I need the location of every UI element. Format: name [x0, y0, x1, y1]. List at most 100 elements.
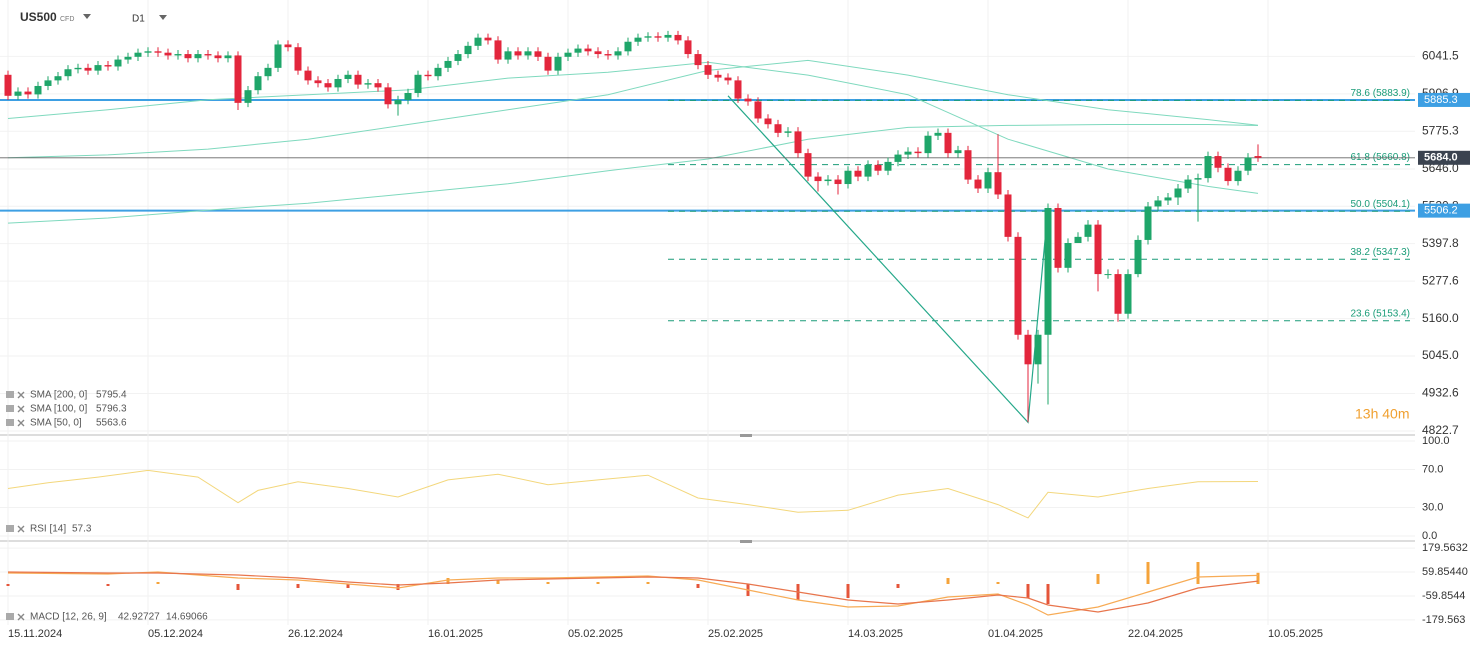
histogram-bar — [596, 582, 600, 584]
candle-body — [954, 150, 962, 154]
candle-body — [594, 51, 602, 55]
candle-body — [474, 37, 482, 46]
candle-body — [454, 54, 462, 61]
candle-body — [204, 54, 212, 56]
x-tick-label: 01.04.2025 — [988, 628, 1043, 640]
legend-value: 57.3 — [72, 524, 92, 535]
resize-handle[interactable] — [740, 434, 752, 437]
candle-body — [1124, 274, 1132, 314]
dropdown-arrow[interactable] — [159, 15, 167, 20]
candle-body — [564, 52, 572, 57]
candle-body — [64, 69, 72, 77]
price-tag — [1418, 150, 1470, 165]
y-tick-label: 179.5632 — [1422, 542, 1468, 554]
candle-body — [4, 74, 12, 96]
candle-body — [704, 65, 712, 75]
legend-close — [17, 405, 25, 413]
candle-body — [244, 90, 252, 103]
x-tick-label: 26.12.2024 — [288, 628, 343, 640]
candle-body — [834, 179, 842, 185]
candle-body — [1224, 167, 1232, 182]
fib-label: 78.6 (5883.9) — [1351, 88, 1411, 99]
candle-body — [404, 92, 412, 101]
sma-line — [7, 59, 1259, 159]
y-tick-label: 0.0 — [1422, 530, 1437, 542]
candle-body — [144, 51, 152, 53]
y-tick-label: 100.0 — [1422, 435, 1450, 447]
candle-body — [934, 132, 942, 136]
histogram-bar — [1046, 584, 1050, 604]
candle-body — [344, 74, 352, 79]
timeframe[interactable]: D1 — [132, 14, 145, 25]
candle-body — [314, 80, 322, 84]
candle-body — [714, 74, 722, 78]
histogram-bar — [1096, 574, 1100, 584]
candle-body — [964, 150, 972, 180]
histogram-bar — [846, 584, 850, 598]
candle-body — [654, 36, 662, 38]
candle-body — [54, 76, 62, 81]
y-tick-label: 5775.3 — [1422, 123, 1459, 137]
legend-name: SMA [50, 0] — [30, 418, 82, 429]
candle-body — [984, 172, 992, 189]
candle-body — [14, 91, 22, 96]
candle-body — [424, 74, 432, 77]
candle-body — [84, 67, 92, 71]
candle-body — [674, 34, 682, 41]
candle-body — [524, 51, 532, 56]
price-tag — [1418, 203, 1470, 218]
candle-body — [1044, 207, 1052, 335]
histogram-bar — [1026, 584, 1030, 598]
y-tick-label: 59.85440 — [1422, 566, 1468, 578]
legend-value: 42.92727 — [118, 612, 160, 623]
candle-body — [1014, 236, 1022, 335]
histogram-bar — [896, 584, 900, 588]
candle-body — [1214, 156, 1222, 168]
sma-line — [7, 124, 1259, 224]
candle-body — [184, 54, 192, 59]
candle-body — [824, 179, 832, 182]
candle-body — [294, 47, 302, 71]
candle-body — [484, 37, 492, 41]
countdown: 13h 40m — [1355, 406, 1409, 422]
candle-body — [514, 51, 522, 56]
y-tick-label: 30.0 — [1422, 501, 1443, 513]
candle-body — [324, 83, 332, 88]
legend-name: RSI [14] — [30, 524, 66, 535]
candle-body — [334, 78, 342, 88]
symbol[interactable]: US500 — [20, 10, 57, 24]
histogram-bar — [106, 584, 110, 586]
resize-handle[interactable] — [740, 540, 752, 543]
candle-body — [1054, 207, 1062, 268]
legend-icon — [6, 525, 14, 532]
candle-body — [414, 74, 422, 93]
legend-icon — [6, 405, 14, 412]
histogram-bar — [236, 584, 240, 590]
candle-body — [974, 179, 982, 189]
candle-body — [444, 60, 452, 68]
instrument: CFD — [60, 16, 74, 23]
candle-body — [284, 44, 292, 48]
candle-body — [1164, 197, 1172, 201]
candle-body — [494, 40, 502, 60]
candle-body — [664, 34, 672, 38]
candle-body — [944, 132, 952, 154]
candle-body — [1204, 156, 1212, 179]
candle-body — [164, 52, 172, 56]
dropdown-arrow[interactable] — [83, 14, 91, 19]
x-tick-label: 25.02.2025 — [708, 628, 763, 640]
x-tick-label: 05.12.2024 — [148, 628, 203, 640]
candle-body — [44, 80, 52, 86]
fib-label: 23.6 (5153.4) — [1351, 308, 1411, 319]
candle-body — [864, 164, 872, 177]
candle-body — [214, 55, 222, 59]
candle-body — [504, 51, 512, 60]
candle-body — [784, 131, 792, 133]
x-tick-label: 22.04.2025 — [1128, 628, 1183, 640]
histogram-bar — [996, 582, 1000, 584]
candle-body — [754, 101, 762, 119]
candle-body — [1084, 224, 1092, 237]
candle-body — [254, 76, 262, 91]
